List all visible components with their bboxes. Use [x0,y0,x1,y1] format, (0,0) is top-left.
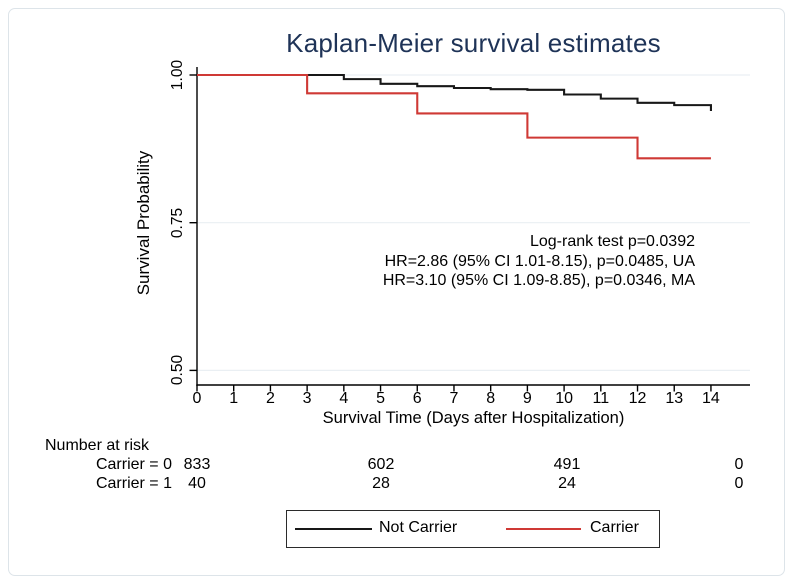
y-tick-label: 0.75 [169,207,186,238]
hr-unadjusted: HR=2.86 (95% CI 1.01-8.15), p=0.0485, UA [384,252,695,270]
legend-label-not-carrier: Not Carrier [379,519,458,536]
chart-title: Kaplan-Meier survival estimates [286,28,661,58]
x-axis-title: Survival Time (Days after Hospitalizatio… [322,409,625,427]
x-tick-label: 0 [192,390,202,407]
risk-value: 491 [553,456,581,473]
x-tick-label: 13 [665,390,684,407]
x-tick-label: 12 [628,390,647,407]
x-tick-label: 5 [376,390,385,407]
km-curve-not-carrier [197,73,712,112]
risk-value: 40 [188,475,206,492]
legend-line-carrier [506,528,581,531]
x-tick-label: 3 [302,390,312,407]
stats-annotation: Log-rank test p=0.0392 HR=2.86 (95% CI 1… [383,232,695,291]
x-tick-label: 10 [555,390,573,407]
risk-row-label-carrier0: Carrier = 0 [95,456,172,473]
x-tick-label: 6 [412,390,422,407]
x-tick-label: 1 [229,390,239,407]
risk-value: 28 [372,475,390,492]
risk-value: 0 [734,456,744,473]
x-tick-label: 11 [592,390,610,407]
risk-value: 602 [367,456,395,473]
risk-value: 0 [734,475,744,492]
figure-border [8,8,785,576]
x-tick-label: 8 [486,390,496,407]
x-tick-label: 14 [702,390,720,407]
y-axis-title: Survival Probability [134,150,153,296]
y-tick-label: 1.00 [169,59,186,91]
risk-row-label-carrier1: Carrier = 1 [95,475,172,492]
number-at-risk-heading: Number at risk [45,437,150,454]
x-tick-label: 4 [339,390,349,407]
km-curve-carrier [197,73,711,160]
x-tick-label: 2 [265,390,275,407]
legend-label-carrier: Carrier [590,519,639,536]
logrank-p-value: Log-rank test p=0.0392 [529,233,695,250]
y-tick-label: 0.50 [169,355,186,386]
legend-line-not-carrier [295,528,372,531]
risk-value: 24 [558,475,576,492]
x-tick-label: 9 [522,390,532,407]
x-tick-label: 7 [449,390,459,407]
risk-value: 833 [183,456,211,473]
hr-adjusted: HR=3.10 (95% CI 1.09-8.85), p=0.0346, MA [382,272,695,289]
legend: Not Carrier Carrier [286,510,660,548]
